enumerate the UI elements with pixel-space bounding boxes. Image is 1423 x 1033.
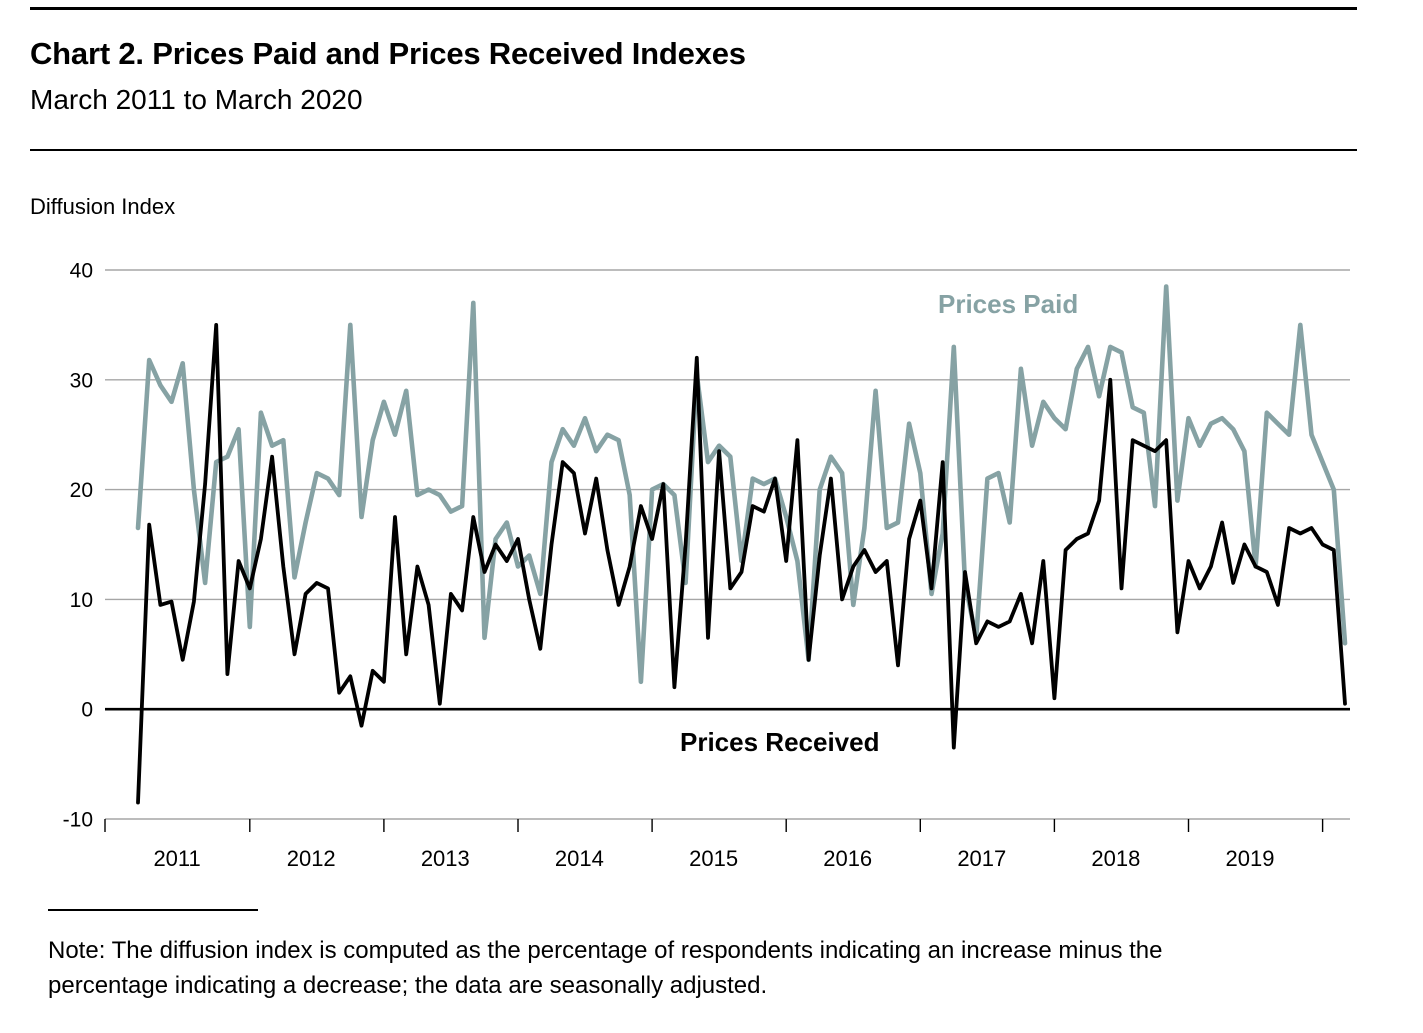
chart-subtitle: March 2011 to March 2020 bbox=[30, 84, 363, 115]
note-text: Note: The diffusion index is computed as… bbox=[48, 933, 1378, 1003]
series-line-prices-received bbox=[136, 322, 1347, 805]
top-rule bbox=[30, 7, 1357, 10]
x-tick-label: 2017 bbox=[957, 846, 1006, 871]
y-tick-label: 10 bbox=[70, 589, 93, 612]
x-tick-label: 2012 bbox=[287, 846, 336, 871]
x-tick-label: 2014 bbox=[555, 846, 604, 871]
x-tick-label: 2011 bbox=[153, 846, 200, 871]
y-tick-label: 20 bbox=[70, 479, 93, 502]
y-tick-label: -10 bbox=[63, 809, 93, 832]
prices-paid-series-label: Prices Paid bbox=[938, 289, 1079, 319]
y-tick-label: 40 bbox=[70, 260, 93, 283]
note-line-2: percentage indicating a decrease; the da… bbox=[48, 972, 768, 999]
x-tick-label: 2016 bbox=[823, 846, 872, 871]
y-tick-label: 0 bbox=[81, 699, 93, 722]
x-tick-label: 2013 bbox=[421, 846, 470, 871]
x-tick-label: 2015 bbox=[689, 846, 738, 871]
header-divider bbox=[30, 149, 1357, 151]
y-axis-unit-label: Diffusion Index bbox=[30, 194, 176, 219]
series-line-prices-paid bbox=[135, 284, 1348, 685]
prices-received-series-label: Prices Received bbox=[680, 727, 880, 757]
note-divider bbox=[48, 909, 258, 911]
y-tick-label: 30 bbox=[70, 369, 93, 392]
x-tick-label: 2019 bbox=[1226, 846, 1275, 871]
chart-title: Chart 2. Prices Paid and Prices Received… bbox=[30, 36, 746, 71]
x-tick-label: 2018 bbox=[1091, 846, 1140, 871]
note-line-1: Note: The diffusion index is computed as… bbox=[48, 937, 1163, 964]
